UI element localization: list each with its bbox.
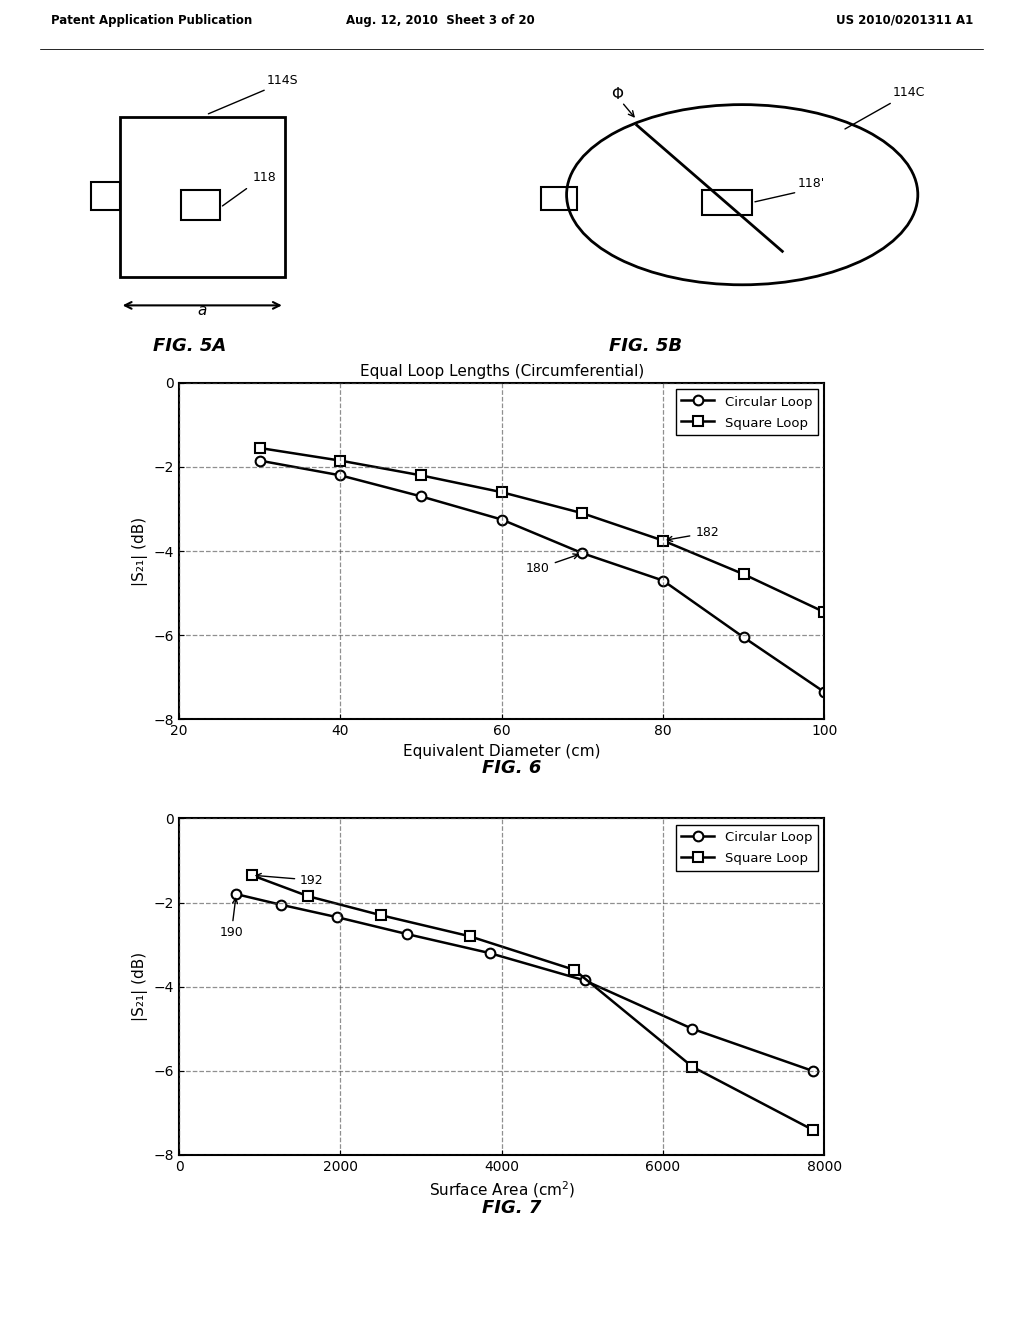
Text: 190: 190 [219, 899, 244, 940]
Square Loop [686, 1059, 698, 1074]
Circular Loop [496, 512, 508, 528]
Text: Φ: Φ [610, 87, 623, 102]
Square Loop [302, 888, 314, 904]
Circular Loop [230, 886, 243, 902]
Bar [542, 187, 577, 210]
Circular Loop [686, 1020, 698, 1036]
Square Loop [818, 605, 830, 620]
Text: US 2010/0201311 A1: US 2010/0201311 A1 [836, 13, 973, 26]
Text: 192: 192 [256, 874, 324, 887]
Circular Loop [274, 896, 287, 912]
Square Loop [463, 928, 475, 944]
Text: Patent Application Publication: Patent Application Publication [51, 13, 253, 26]
Circular Loop [254, 453, 266, 469]
Circular Loop [415, 488, 427, 504]
Circular Loop [737, 630, 750, 645]
Circular Loop [334, 467, 346, 483]
Text: 118: 118 [252, 172, 276, 185]
Title: Equal Loop Lengths (Circumferential): Equal Loop Lengths (Circumferential) [359, 364, 644, 379]
Square Loop [737, 566, 750, 582]
Bar [180, 190, 220, 220]
Circular Loop [483, 945, 496, 961]
Circular Loop [401, 927, 414, 942]
Text: 114C: 114C [893, 87, 925, 99]
Line: Circular Loop: Circular Loop [231, 890, 817, 1076]
Text: FIG. 5A: FIG. 5A [153, 337, 226, 355]
Bar [120, 117, 285, 277]
Square Loop [657, 533, 670, 549]
Square Loop [568, 962, 581, 978]
Circular Loop [807, 1063, 819, 1078]
Circular Loop [577, 545, 589, 561]
Square Loop [334, 453, 346, 469]
X-axis label: Surface Area (cm$^2$): Surface Area (cm$^2$) [429, 1179, 574, 1200]
Square Loop [375, 907, 387, 923]
Legend: Circular Loop, Square Loop: Circular Loop, Square Loop [676, 389, 818, 436]
Y-axis label: |S₂₁| (dB): |S₂₁| (dB) [132, 516, 148, 586]
Square Loop [577, 506, 589, 521]
Circular Loop [657, 573, 670, 589]
Legend: Circular Loop, Square Loop: Circular Loop, Square Loop [676, 825, 818, 871]
Text: FIG. 5B: FIG. 5B [608, 337, 682, 355]
Bar [702, 190, 753, 215]
Square Loop [246, 867, 258, 883]
Text: a: a [198, 304, 207, 318]
Circular Loop [332, 909, 344, 925]
Line: Square Loop: Square Loop [255, 444, 829, 616]
Line: Square Loop: Square Loop [247, 870, 817, 1135]
Text: FIG. 6: FIG. 6 [482, 759, 542, 777]
Circular Loop [579, 973, 591, 989]
Square Loop [807, 1122, 819, 1138]
Square Loop [254, 440, 266, 455]
X-axis label: Equivalent Diameter (cm): Equivalent Diameter (cm) [403, 743, 600, 759]
Y-axis label: |S₂₁| (dB): |S₂₁| (dB) [132, 952, 148, 1022]
Bar [91, 182, 120, 210]
Square Loop [496, 484, 508, 500]
Circular Loop [818, 684, 830, 700]
Text: Aug. 12, 2010  Sheet 3 of 20: Aug. 12, 2010 Sheet 3 of 20 [346, 13, 535, 26]
Text: 118': 118' [798, 177, 824, 190]
Square Loop [415, 467, 427, 483]
Line: Circular Loop: Circular Loop [255, 455, 829, 697]
Text: 180: 180 [526, 554, 579, 576]
Text: FIG. 7: FIG. 7 [482, 1199, 542, 1217]
Text: 114S: 114S [266, 74, 298, 87]
Text: 182: 182 [668, 527, 719, 541]
